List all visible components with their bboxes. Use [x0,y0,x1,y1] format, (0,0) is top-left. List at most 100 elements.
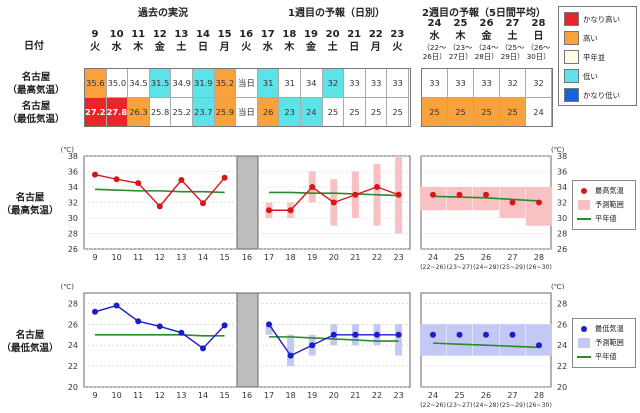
x-tick-label: 16 [242,391,252,400]
x-tick-label: 9 [92,391,97,400]
data-point [483,191,489,198]
y-tick-label: 28 [557,230,567,239]
week2-day-header: 27 土（25～ 29日） [500,18,525,61]
data-point [456,331,463,338]
data-point [200,345,206,352]
today-panel [236,292,259,388]
chart-1: 20 20 22 22 24 24 26 26 28 28 (℃) (℃) 名古屋（最低気温） 9 10 11… [1,283,567,409]
x-tick-label: 18 [286,253,296,262]
today-panel [236,155,259,250]
x-tick-label: 13 [176,391,186,400]
data-point [395,331,402,338]
max-temp-cell: 35.6 [85,69,107,98]
y-tick-label: 34 [557,183,567,192]
data-point [536,199,542,206]
table-week1: 35.6 35.0 34.5 31.5 34.9 31.9 35.2 当日 31 31 34 32 33… [84,68,411,127]
x-tick-label: 12 [155,391,165,400]
data-point [352,331,359,338]
max-temp-cell: 33 [387,69,409,98]
x-tick-label: 27 [507,253,517,262]
unit-label: (℃) [551,146,565,154]
day-header: 13 土 [174,29,189,53]
data-point [374,331,380,338]
range-bar [499,324,526,356]
normal-line-icon [577,214,591,224]
x-tick-label: 23 [394,253,404,262]
min-temp-cell: 25.8 [149,97,172,126]
y-tick-label: 36 [68,168,78,177]
y-tick-label: 38 [68,152,78,161]
max-temp-cell: 35.0 [106,69,129,98]
x-sub-label: (23~27) [447,264,473,271]
range-bar [526,187,552,226]
x-tick-label: 11 [133,391,143,400]
range-bar [395,324,403,356]
x-tick-label: 14 [198,253,208,262]
range-bar [420,187,446,211]
range-swatch-icon [577,338,591,348]
y-tick-label: 26 [68,245,78,254]
x-tick-label: 25 [454,391,464,400]
data-point [509,331,516,338]
y-tick-label: 24 [68,341,78,350]
min-temp-cell: 25.2 [171,97,193,126]
x-tick-label: 23 [394,391,404,400]
normal-line [432,195,540,202]
min-dot-icon [577,324,591,334]
x-tick-label: 15 [220,391,230,400]
min-temp-cell: 25 [387,97,409,126]
range-bar [446,187,473,211]
x-tick-label: 11 [133,253,143,262]
range-swatch-icon [577,200,591,210]
x-tick-label: 19 [307,391,317,400]
x-sub-label: (22~26) [420,264,446,271]
y-tick-label: 32 [557,199,567,208]
x-tick-label: 20 [329,253,339,262]
day-header: 15 月 [217,29,232,53]
min-week2-cell: 24 [526,97,552,126]
y-tick-label: 28 [68,230,78,239]
max-chart-legend: 最高気温 予測範囲 平年値 [572,180,636,230]
min-temp-cell: 24 [301,97,323,126]
data-point [430,191,436,198]
x-tick-label: 25 [454,253,464,262]
day-header: 22 月 [368,29,383,53]
week2-day-header: 26 金（24～ 28日） [474,18,499,61]
y-tick-label: 36 [557,168,567,177]
min-temp-cell: 25 [322,97,345,126]
data-point [309,342,316,349]
table-week2: 33 33 33 32 32 25 25 25 25 24 [421,68,553,127]
x-tick-label: 24 [428,391,438,400]
data-point [456,191,463,198]
data-point [221,174,228,181]
y-tick-label: 26 [557,245,567,254]
unit-label: (℃) [61,283,75,291]
x-tick-label: 16 [242,253,252,262]
week2-day-header: 24 水（22～ 26日） [422,18,447,61]
data-point [509,199,516,206]
min-week2-cell: 25 [474,97,500,126]
legend-item: 平年並 [564,50,605,64]
legend-min: 最低気温 [595,324,624,333]
min-temp-cell: 23.7 [193,97,215,126]
min-week2-cell: 25 [500,97,526,126]
y-tick-label: 32 [68,199,78,208]
normal-line [95,333,225,337]
data-point [483,331,489,338]
data-point [178,177,185,184]
y-tick-label: 20 [557,383,567,392]
range-bar [446,324,473,356]
day-header: 23 火 [390,29,405,53]
chart-row-label: （最低気温） [1,342,58,354]
max-temp-cell: 31 [279,69,301,98]
legend-label: 平年並 [583,52,606,62]
legend-normal: 平年値 [595,214,617,223]
x-tick-label: 26 [481,253,491,262]
max-week2-cell: 32 [526,69,552,98]
chart-row-label: 名古屋 [16,329,45,341]
min-temp-cell: 26 [257,97,280,126]
x-tick-label: 13 [176,253,186,262]
day-header: 18 木 [282,29,297,53]
